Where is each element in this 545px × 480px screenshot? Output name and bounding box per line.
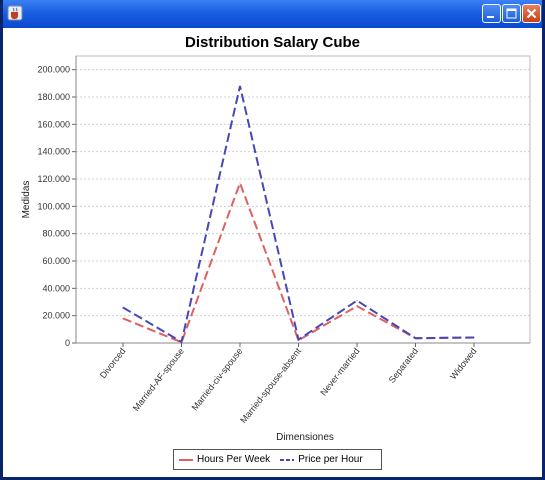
data-point bbox=[298, 339, 299, 341]
x-tick-label: Married-spouse-absent bbox=[238, 346, 303, 425]
y-tick-label: 140.000 bbox=[37, 147, 70, 157]
chart-legend: Hours Per Week Price per Hour bbox=[173, 449, 382, 470]
data-point bbox=[181, 341, 182, 343]
y-tick-label: 180.000 bbox=[37, 92, 70, 102]
y-tick-label: 60.000 bbox=[42, 256, 70, 266]
y-tick-label: 0 bbox=[65, 338, 70, 348]
minimize-icon bbox=[487, 16, 494, 18]
data-point bbox=[122, 317, 124, 319]
x-tick-label: Never-married bbox=[318, 346, 361, 397]
maximize-button[interactable] bbox=[502, 4, 521, 23]
data-point bbox=[122, 306, 124, 308]
legend-swatch-price bbox=[280, 458, 295, 461]
maximize-icon bbox=[506, 8, 517, 19]
y-tick-label: 200.000 bbox=[37, 65, 70, 75]
legend-item-price: Price per Hour bbox=[280, 454, 363, 465]
legend-label-hours: Hours Per Week bbox=[197, 454, 271, 465]
data-point bbox=[473, 337, 475, 339]
x-tick-label: Separated bbox=[387, 346, 420, 385]
chart-panel: Distribution Salary Cube 0 20.000 40.000 60… bbox=[3, 28, 542, 477]
y-tick-label: 160.000 bbox=[37, 119, 70, 129]
data-point bbox=[356, 305, 358, 307]
data-point bbox=[239, 182, 241, 184]
y-tick-label: 80.000 bbox=[42, 229, 70, 239]
x-tick-label: Married-AF-spouse bbox=[131, 346, 186, 413]
java-cup-icon bbox=[7, 5, 23, 21]
y-axis-label: Medidas bbox=[21, 181, 32, 219]
close-button[interactable] bbox=[522, 4, 541, 23]
y-tick-label: 40.000 bbox=[42, 283, 70, 293]
x-axis-label: Dimensiones bbox=[276, 432, 334, 443]
plot-area bbox=[75, 55, 531, 344]
legend-label-price: Price per Hour bbox=[298, 454, 363, 465]
close-icon bbox=[526, 8, 537, 19]
minimize-button[interactable] bbox=[482, 4, 501, 23]
y-tick-label: 20.000 bbox=[42, 311, 70, 321]
x-tick-label: Married-civ-spouse bbox=[190, 346, 245, 412]
y-tick-label: 120.000 bbox=[37, 174, 70, 184]
data-point bbox=[239, 85, 241, 87]
data-point bbox=[356, 300, 358, 302]
line-chart: 0 20.000 40.000 60.000 80.000 100.000 120.000 1… bbox=[21, 55, 531, 443]
legend-item-hours: Hours Per Week bbox=[179, 454, 270, 465]
y-tick-label: 100.000 bbox=[37, 201, 70, 211]
legend-swatch-hours bbox=[179, 458, 193, 461]
x-tick-label: Widowed bbox=[448, 346, 479, 381]
data-point bbox=[415, 337, 416, 339]
chart-title: Distribution Salary Cube bbox=[184, 34, 361, 51]
x-tick-label: Divorced bbox=[98, 346, 128, 380]
title-bar[interactable] bbox=[3, 0, 542, 28]
